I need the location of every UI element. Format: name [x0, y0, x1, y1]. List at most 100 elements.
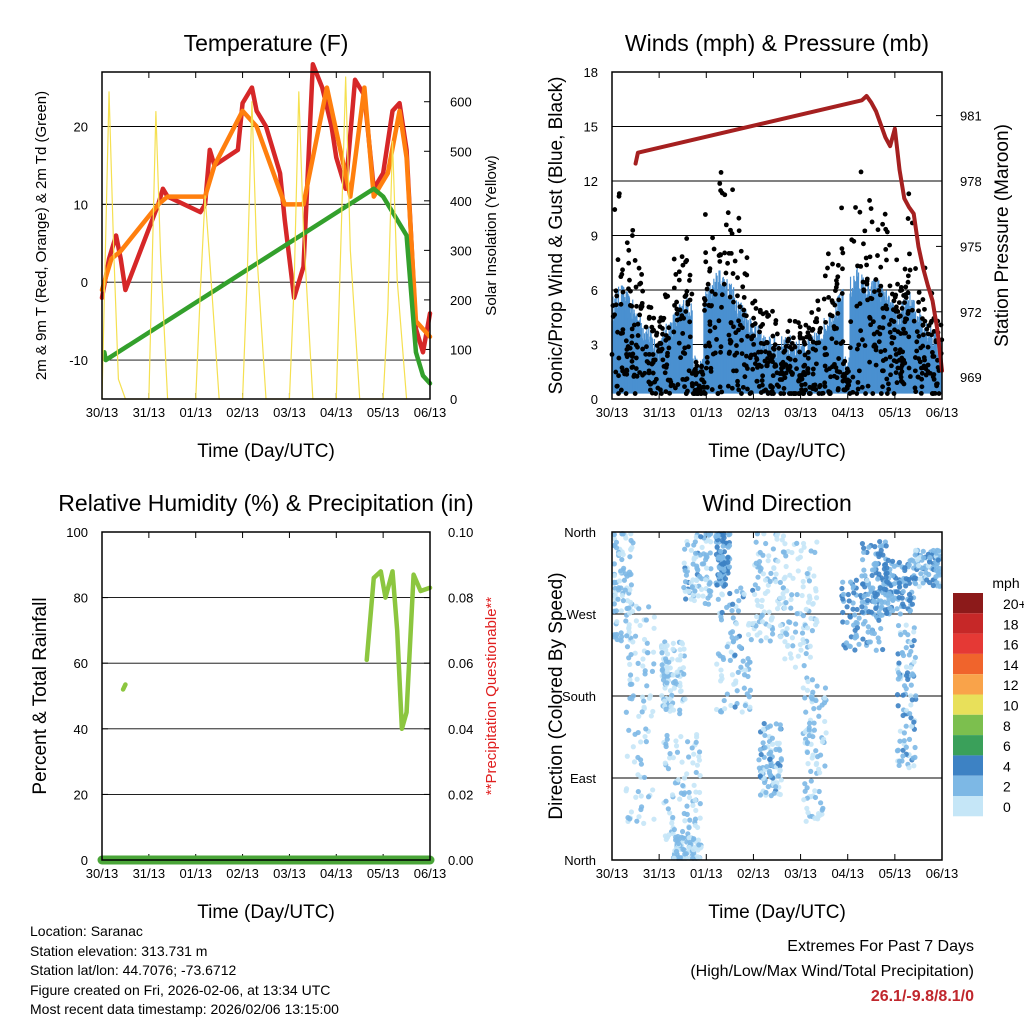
wind-gust-point [642, 370, 648, 376]
plot-frame [101, 71, 431, 400]
wind-direction-point [720, 543, 726, 549]
wind-gust-point [884, 306, 890, 312]
wind-direction-point [663, 743, 669, 750]
wind-direction-point [707, 539, 714, 545]
wind-direction-point [691, 782, 697, 788]
wind-direction-point [733, 635, 740, 641]
extremes-values: 26.1/-9.8/8.1/0 [870, 988, 974, 1005]
wind-direction-point [801, 663, 807, 669]
wind-direction-point [635, 660, 641, 666]
colorbar-label: 8 [1003, 718, 1011, 734]
wind-direction-point [856, 615, 862, 621]
wind-gust-point [872, 342, 878, 348]
wind-direction-point [693, 739, 699, 745]
wind-direction-point [883, 543, 889, 549]
wind-direction-point [669, 656, 675, 662]
wind-direction-point [856, 641, 862, 647]
x-tick-label: 30/13 [596, 866, 629, 881]
x-tick-label: 04/13 [831, 866, 864, 881]
wind-gust-point [626, 286, 631, 292]
x-tick-label: 02/13 [226, 866, 259, 881]
wind-direction-point [784, 631, 790, 637]
wind-gust-point [770, 373, 776, 379]
wind-gust-point [805, 349, 811, 355]
wind-direction-point [777, 763, 783, 769]
wind-direction-point [846, 598, 852, 604]
wind-direction-point [626, 622, 632, 628]
wind-direction-point [787, 572, 793, 578]
wind-gust-point [718, 188, 723, 193]
wind-gust-point [891, 391, 897, 396]
wind-direction-point [918, 571, 924, 577]
wind-gust-point [886, 381, 891, 387]
wind-direction-point [632, 650, 638, 656]
wind-direction-point [748, 637, 754, 643]
wind-direction-point [691, 542, 697, 548]
wind-direction-point [790, 575, 796, 581]
wind-gust-point [894, 380, 900, 386]
wind-gust-point [818, 325, 823, 331]
wind-gust-point [816, 307, 821, 312]
wind-direction-point [644, 683, 650, 689]
wind-gust-point [922, 318, 928, 324]
wind-gust-point [848, 319, 854, 325]
wind-direction-point [703, 565, 710, 571]
wind-gust-point [699, 364, 704, 370]
wind-direction-point [730, 615, 736, 621]
wind-direction-point [909, 671, 915, 677]
wind-direction-point [911, 625, 917, 631]
wind-direction-point [746, 694, 752, 700]
wind-gust-point [644, 344, 649, 350]
wind-direction-point [891, 581, 898, 587]
wind-gust-point [773, 321, 778, 326]
wind-gust-point [797, 349, 803, 355]
wind-direction-point [906, 765, 912, 771]
wind-direction-point [875, 635, 881, 641]
wind-direction-point [649, 668, 656, 674]
wind-gust-point [875, 227, 881, 233]
wind-direction-point [631, 759, 638, 765]
y-tick-label-right: 0.08 [448, 591, 473, 606]
wind-direction-point [895, 589, 901, 595]
wind-direction-point [707, 592, 713, 599]
wind-gust-point [616, 391, 621, 396]
wind-direction-point [716, 572, 723, 578]
wind-gust-point [766, 350, 772, 356]
wind-gust-point [815, 298, 821, 304]
wind-direction-point [795, 556, 801, 562]
wind-gust-point [623, 338, 629, 344]
wind-gust-point [881, 314, 886, 320]
wind-direction-point [901, 730, 907, 736]
y-tick-label: 80 [74, 591, 88, 606]
colorbar-title: mph [992, 575, 1019, 591]
wind-direction-point [758, 614, 764, 620]
wind-direction-point [887, 605, 893, 611]
wind-direction-point [663, 706, 669, 712]
wind-direction-point [684, 771, 690, 777]
wind-gust-point [770, 308, 775, 314]
wind-gust-point [614, 293, 620, 299]
y-tick-label-right: 969 [960, 370, 982, 385]
wind-gust-point [822, 384, 828, 389]
x-axis-label: Time (Day/UTC) [708, 441, 846, 462]
winds-pressure-panel: Winds (mph) & Pressure (mb) Time (Day/UTC… [546, 30, 1013, 462]
wind-gust-point [869, 296, 875, 302]
wind-gust-point [718, 344, 724, 350]
wind-gust-point [873, 277, 879, 282]
wind-direction-point [926, 559, 933, 565]
y-tick-label: 60 [74, 656, 88, 671]
wind-direction-point [896, 594, 902, 601]
wind-direction-point [844, 604, 850, 610]
wind-gust-point [887, 242, 892, 248]
wind-direction-point [818, 800, 824, 806]
wind-direction-point [715, 596, 721, 602]
wind-gust-point [782, 375, 788, 381]
wind-gust-point [916, 290, 922, 295]
wind-direction-point [811, 727, 817, 733]
wind-gust-point [750, 366, 756, 372]
wind-direction-point [729, 672, 736, 678]
wind-direction-point [780, 590, 786, 597]
colorbar-label: 12 [1003, 677, 1019, 693]
wind-direction-point [686, 588, 692, 594]
wind-direction-point [896, 762, 902, 769]
